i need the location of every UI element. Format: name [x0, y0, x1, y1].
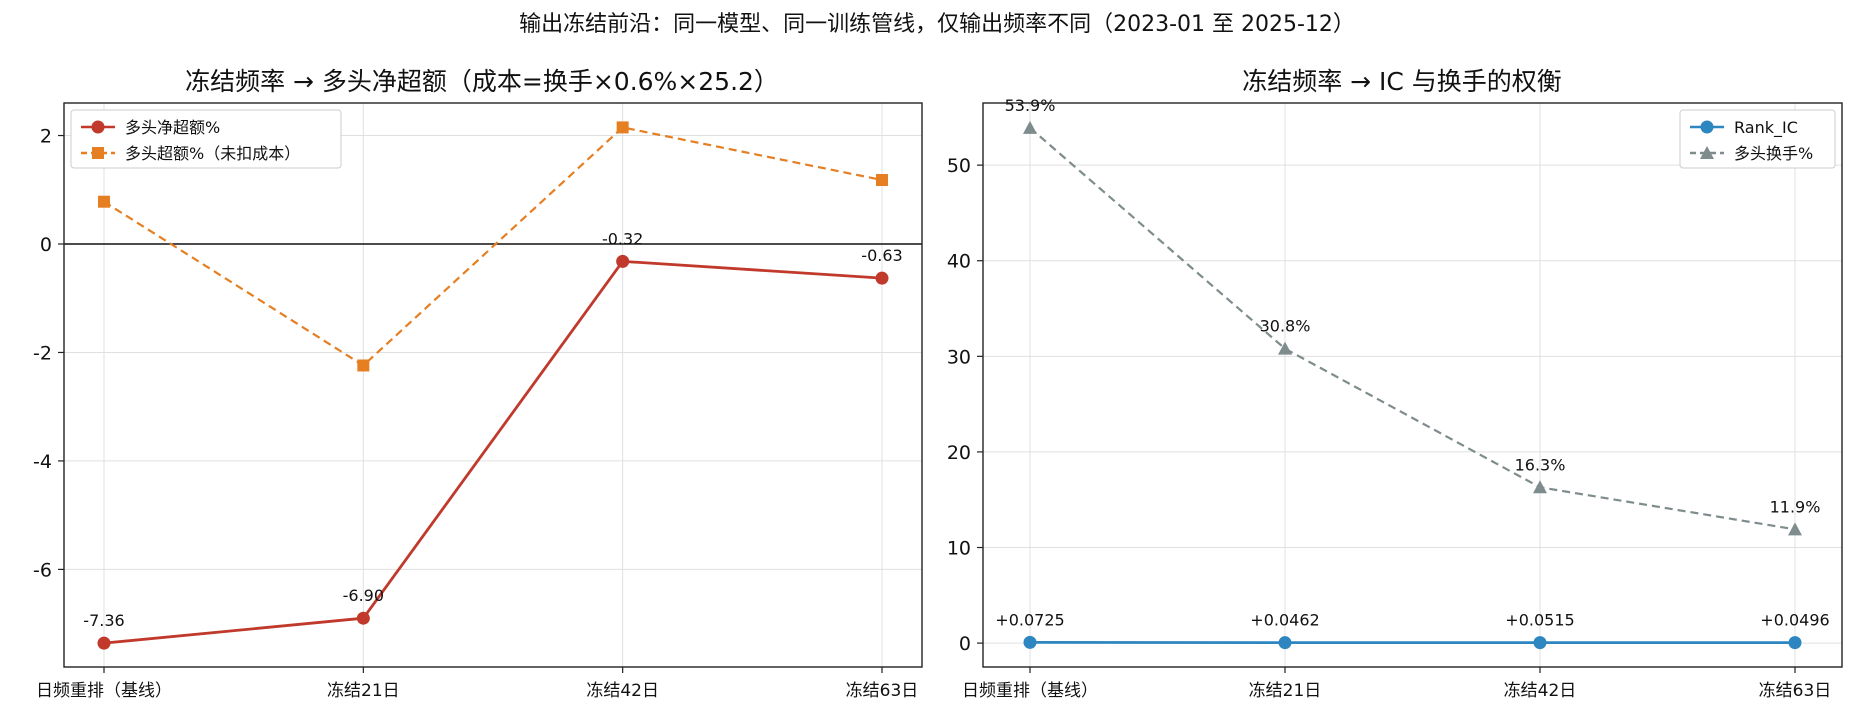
left-legend-label-0: 多头净超额% [125, 118, 220, 137]
right-series-0-point-0 [1023, 635, 1037, 649]
left-legend-marker-1 [92, 147, 104, 159]
right-series-1-line [1029, 127, 1796, 531]
left-ytick-label-4: 2 [40, 126, 52, 148]
right-series-0-data-label-1: +0.0462 [1250, 611, 1319, 630]
left-series-0-point-1 [356, 611, 370, 625]
right-ytick-label-5: 50 [947, 155, 971, 177]
right-ytick-label-3: 30 [947, 346, 971, 368]
left-series-0-data-label-2: -0.32 [602, 229, 643, 248]
right-series-1-data-label-2: 16.3% [1515, 455, 1566, 474]
left-ytick-label-2: -2 [33, 342, 52, 364]
left-axes-frame [63, 102, 923, 668]
left-ytick-label-0: -6 [33, 559, 52, 581]
left-series-0-line [103, 259, 883, 645]
right-ytick-label-4: 40 [947, 251, 971, 273]
right-series-1-data-label-0: 53.9% [1005, 96, 1056, 115]
right-series-1-point-2 [1533, 480, 1547, 494]
right-legend-marker-0 [1700, 120, 1714, 134]
right-axes-frame [982, 102, 1843, 668]
right-series-0-point-1 [1278, 636, 1292, 650]
right-legend-label-0: Rank_IC [1734, 118, 1798, 138]
left-legend-marker-0 [91, 120, 105, 134]
left-xtick-label-3: 冻结63日 [846, 681, 919, 701]
right-series-1-point-0 [1023, 120, 1037, 134]
left-legend-box [70, 109, 342, 169]
left-legend-label-1: 多头超额%（未扣成本） [125, 144, 300, 163]
right-ytick-label-2: 20 [947, 442, 971, 464]
right-series-0-data-label-2: +0.0515 [1505, 611, 1574, 630]
right-series-0-data-label-3: +0.0496 [1760, 611, 1829, 630]
left-ytick-label-1: -4 [33, 451, 52, 473]
right-legend-label-1: 多头换手% [1734, 144, 1813, 163]
right-series-1-data-label-1: 30.8% [1260, 317, 1311, 336]
figure-suptitle: 输出冻结前沿：同一模型、同一训练管线，仅输出频率不同（2023-01 至 202… [519, 12, 1355, 37]
left-series-1-line [103, 126, 883, 367]
right-series-1-point-1 [1278, 341, 1292, 355]
left-xtick-label-0: 日频重排（基线） [36, 681, 172, 701]
right-legend-marker-1 [1700, 146, 1714, 159]
right-xtick-label-0: 日频重排（基线） [962, 681, 1098, 701]
left-chart-title: 冻结频率 → 多头净超额（成本=换手×0.6%×25.2） [185, 67, 779, 96]
left-xtick-label-2: 冻结42日 [586, 681, 659, 701]
left-series-0-point-3 [875, 271, 889, 285]
right-series-0-point-3 [1788, 636, 1802, 650]
left-series-1-point-2 [616, 121, 629, 134]
right-ytick-label-1: 10 [947, 538, 971, 560]
left-ytick-label-3: 0 [40, 234, 52, 256]
left-series-1-point-1 [357, 359, 370, 372]
right-chart-panel: 冻结频率 → IC 与换手的权衡 0 10 20 30 40 50 日频重排（基线） 冻结21… [947, 67, 1843, 701]
right-series-1-point-3 [1788, 522, 1802, 536]
left-series-0-data-label-0: -7.36 [83, 611, 124, 630]
right-chart-title: 冻结频率 → IC 与换手的权衡 [1242, 67, 1562, 96]
left-series-1-point-3 [876, 174, 888, 187]
right-xtick-label-1: 冻结21日 [1249, 681, 1322, 701]
left-series-0-data-label-3: -0.63 [861, 246, 902, 265]
left-series-0-point-0 [97, 636, 111, 650]
right-series-0-data-label-0: +0.0725 [995, 610, 1064, 629]
right-series-0-point-2 [1533, 636, 1547, 650]
right-series-1-data-label-3: 11.9% [1770, 497, 1821, 516]
right-xtick-label-3: 冻结63日 [1759, 681, 1832, 701]
left-xtick-label-1: 冻结21日 [327, 681, 400, 701]
right-legend-box [1679, 109, 1836, 169]
left-series-0-point-2 [616, 254, 630, 268]
left-series-0-data-label-1: -6.90 [343, 586, 384, 605]
right-ytick-label-0: 0 [959, 633, 971, 655]
left-series-1-point-0 [98, 195, 110, 208]
left-chart-panel: 冻结频率 → 多头净超额（成本=换手×0.6%×25.2） -6 -4 -2 0 2 日频… [33, 67, 923, 701]
right-xtick-label-2: 冻结42日 [1504, 681, 1577, 701]
